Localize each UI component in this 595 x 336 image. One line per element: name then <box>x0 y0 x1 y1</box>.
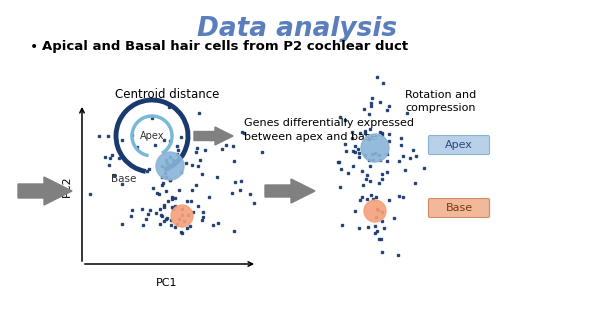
Text: Apex: Apex <box>140 131 164 141</box>
Circle shape <box>156 152 184 180</box>
Circle shape <box>171 205 193 227</box>
Circle shape <box>361 134 389 162</box>
Polygon shape <box>265 179 315 203</box>
Text: PC1: PC1 <box>156 278 178 288</box>
Text: Base: Base <box>446 203 472 213</box>
Text: Apical and Basal hair cells from P2 cochlear duct: Apical and Basal hair cells from P2 coch… <box>42 40 408 53</box>
Text: Genes differentially expressed
between apex and base: Genes differentially expressed between a… <box>244 118 414 142</box>
Text: Centroid distance: Centroid distance <box>115 88 219 101</box>
Text: Apex: Apex <box>445 140 473 150</box>
Polygon shape <box>18 177 72 205</box>
FancyBboxPatch shape <box>428 199 490 217</box>
Text: PC2: PC2 <box>62 176 72 197</box>
Circle shape <box>364 200 386 222</box>
Text: •: • <box>30 40 38 54</box>
Text: Rotation and
compression: Rotation and compression <box>405 90 476 113</box>
FancyBboxPatch shape <box>428 135 490 155</box>
Text: Data analysis: Data analysis <box>197 16 397 42</box>
Text: Base: Base <box>111 174 136 184</box>
Polygon shape <box>194 127 233 145</box>
